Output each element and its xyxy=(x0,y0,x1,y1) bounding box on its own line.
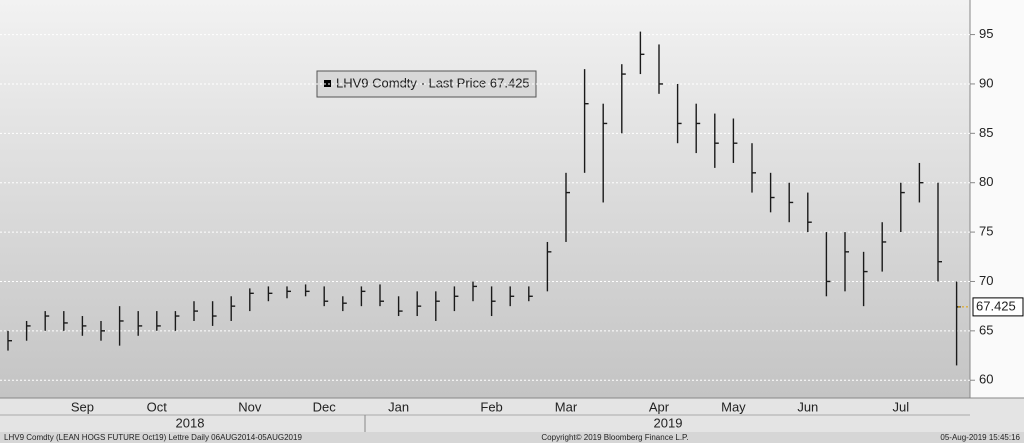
y-tick-label: 90 xyxy=(979,75,993,90)
footer-center: Copyright© 2019 Bloomberg Finance L.P. xyxy=(541,433,688,442)
x-tick-label: Jan xyxy=(388,399,409,414)
x-tick-label: Nov xyxy=(238,399,262,414)
y-axis-area xyxy=(970,0,1024,398)
x-tick-label: Mar xyxy=(555,399,578,414)
year-label: 2019 xyxy=(654,415,683,430)
x-tick-label: Oct xyxy=(147,399,168,414)
x-tick-label: May xyxy=(721,399,746,414)
x-tick-label: Feb xyxy=(480,399,502,414)
x-tick-label: Dec xyxy=(313,399,337,414)
y-tick-label: 85 xyxy=(979,125,993,140)
x-tick-label: Apr xyxy=(649,399,670,414)
last-price-label: 67.425 xyxy=(976,298,1016,313)
x-tick-label: Jul xyxy=(892,399,909,414)
y-tick-label: 70 xyxy=(979,273,993,288)
legend-text: LHV9 Comdty - Last Price 67.425 xyxy=(336,75,530,90)
footer-right: 05-Aug-2019 15:45:16 xyxy=(940,433,1020,442)
y-tick-label: 80 xyxy=(979,174,993,189)
x-tick-label: Jun xyxy=(797,399,818,414)
y-tick-label: 60 xyxy=(979,372,993,387)
year-label: 2018 xyxy=(176,415,205,430)
footer-bar xyxy=(0,432,1024,443)
footer-left: LHV9 Comdty (LEAN HOGS FUTURE Oct19) Let… xyxy=(4,433,302,442)
plot-area xyxy=(0,0,970,398)
last-price-tag xyxy=(972,297,1024,317)
x-tick-label: Sep xyxy=(71,399,94,414)
y-tick-label: 95 xyxy=(979,26,993,41)
legend: LHV9 Comdty - Last Price 67.425 xyxy=(316,70,537,98)
y-tick-label: 65 xyxy=(979,322,993,337)
y-tick-label: 75 xyxy=(979,224,993,239)
legend-swatch xyxy=(324,80,331,87)
